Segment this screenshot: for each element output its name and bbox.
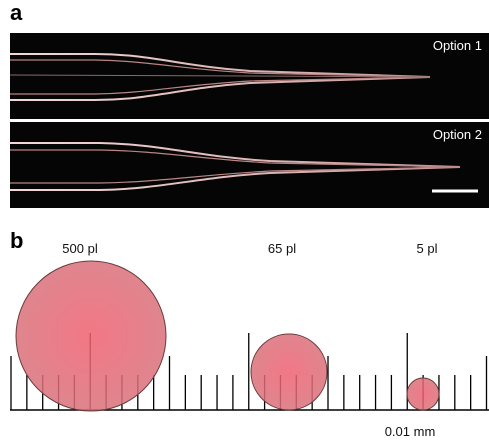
option-label: Option 1 — [433, 38, 482, 53]
drop-label: 5 pl — [417, 241, 438, 256]
drop-label: 500 pl — [62, 241, 98, 256]
option-label: Option 2 — [433, 127, 482, 142]
droplet — [407, 378, 439, 410]
micrograph: Option 2 — [10, 122, 489, 208]
droplet — [16, 261, 166, 411]
micrograph: Option 1 — [10, 33, 489, 119]
panel-label: b — [10, 228, 23, 253]
scale-label: 0.01 mm — [385, 424, 436, 439]
droplet — [251, 334, 327, 410]
figure: a Option 1 Option 2 b 500 pl 65 pl 5 pl … — [0, 0, 489, 443]
panel-label: a — [10, 0, 23, 25]
drop-label: 65 pl — [268, 241, 296, 256]
